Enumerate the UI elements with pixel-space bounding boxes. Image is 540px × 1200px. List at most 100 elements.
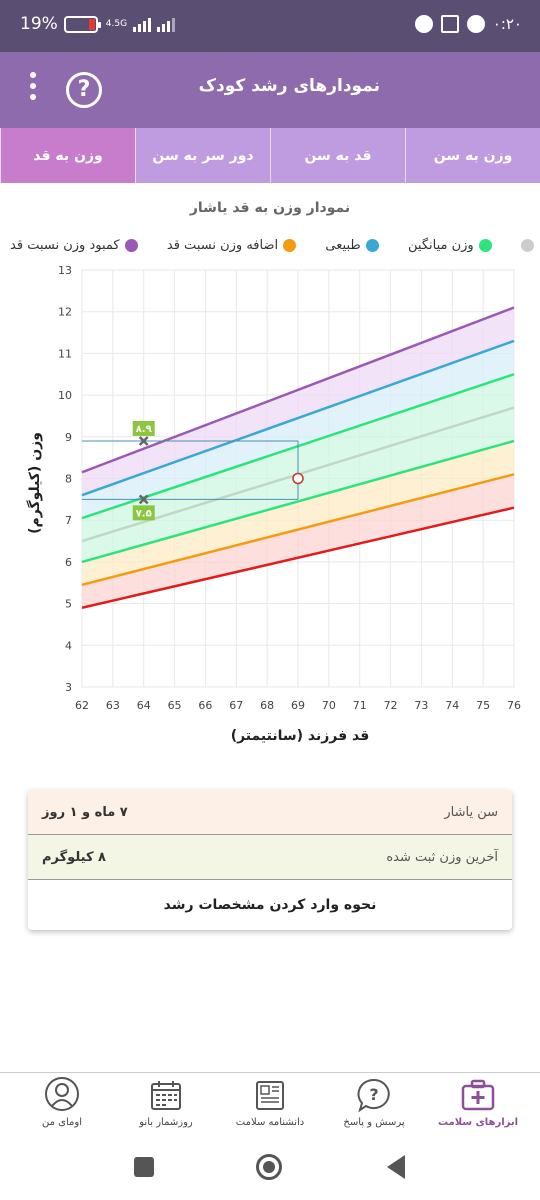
signal-icon xyxy=(133,16,152,32)
status-left: 19% 4.5G xyxy=(20,14,176,34)
x-tick-label: 75 xyxy=(476,699,490,712)
marker-label-box xyxy=(132,505,155,521)
x-tick-label: 65 xyxy=(168,699,182,712)
y-tick-label: 11 xyxy=(58,347,72,360)
health-tools-icon xyxy=(461,1079,495,1111)
nav-health-tools[interactable]: ابزارهای سلامت xyxy=(426,1073,530,1137)
y-tick-label: 12 xyxy=(58,306,72,319)
series-line xyxy=(81,306,515,474)
marker-label: ۷.۵ xyxy=(136,508,152,519)
tab-weight-age[interactable]: وزن به سن xyxy=(405,128,540,183)
tick-labels: 62 63 64 65 66 67 68 69 70 71 72 73 74 75 763456789101… xyxy=(58,264,521,712)
y-axis-title: وزن (کیلوگرم) xyxy=(27,432,43,534)
legend-label: اضافه وزن نسبت قد xyxy=(166,238,279,253)
y-tick-label: 8 xyxy=(65,473,72,486)
marker-x-icon xyxy=(138,494,149,505)
legend-average: وزن میانگین xyxy=(408,238,492,253)
legend-overweight: اضافه وزن نسبت قد xyxy=(166,238,297,253)
age-label: سن یاشار xyxy=(444,804,498,820)
x-tick-label: 74 xyxy=(445,699,459,712)
weight-row: آخرین وزن ثبت شده ۸ کیلوگرم xyxy=(28,835,512,880)
tab-weight-height[interactable]: وزن به قد xyxy=(0,128,135,183)
network-type: 4.5G xyxy=(105,18,128,29)
x-tick-label: 71 xyxy=(353,699,367,712)
nav-label: دانشنامه سلامت xyxy=(235,1117,305,1128)
back-button[interactable] xyxy=(387,1155,405,1179)
x-tick-label: 67 xyxy=(229,699,243,712)
chart-title: نمودار وزن به قد یاشار xyxy=(189,200,351,216)
y-tick-label: 9 xyxy=(65,431,72,444)
legend-dot-icon xyxy=(365,239,379,252)
y-axis-title-wrap: وزن (کیلوگرم) xyxy=(20,430,43,540)
x-tick-label: 76 xyxy=(507,699,521,712)
nav-label: پرسش و پاسخ xyxy=(343,1117,405,1128)
reference-lines xyxy=(82,440,299,500)
x-tick-label: 70 xyxy=(322,699,336,712)
legend-label: کمبود وزن نسبت قد xyxy=(10,238,120,253)
growth-info-link[interactable]: نحوه وارد کردن مشخصات رشد xyxy=(163,897,377,913)
legend-label: وزن میانگین xyxy=(408,238,474,253)
age-row: سن یاشار ۷ ماه و ۱ روز xyxy=(28,790,512,835)
y-tick-label: 5 xyxy=(65,598,72,611)
system-nav-bar xyxy=(0,1137,540,1200)
encyclopedia-icon xyxy=(256,1081,284,1110)
bottom-nav: ابزارهای سلامت ? پرسش و پاسخ دانشنامه سل… xyxy=(0,1072,540,1137)
battery-icon xyxy=(63,15,101,33)
x-tick-label: 73 xyxy=(414,699,428,712)
chart-band xyxy=(82,440,514,585)
x-tick-label: 62 xyxy=(75,699,89,712)
legend-dot-icon xyxy=(478,239,492,252)
measured-point xyxy=(292,472,304,485)
legend-normal: طبیعی xyxy=(325,238,379,253)
legend-dot-icon xyxy=(124,239,138,252)
info-card: سن یاشار ۷ ماه و ۱ روز آخرین وزن ثبت شده… xyxy=(28,790,512,930)
y-tick-label: 10 xyxy=(58,389,72,402)
home-button[interactable] xyxy=(256,1154,282,1180)
status-right: ۰:۲۰ xyxy=(414,15,522,33)
nav-profile[interactable]: اومای من xyxy=(10,1073,114,1137)
more-menu-icon[interactable] xyxy=(26,72,40,108)
growth-chart: 62 63 64 65 66 67 68 69 70 71 72 73 74 75 763456789101… xyxy=(58,264,521,712)
x-tick-label: 64 xyxy=(137,699,151,712)
chart-tabs: وزن به سن قد به سن دور سر به سن وزن به ق… xyxy=(0,128,540,183)
nav-label: ابزارهای سلامت xyxy=(437,1117,519,1128)
status-bar: 19% 4.5G ۰:۲۰ xyxy=(0,0,540,52)
series-line xyxy=(81,339,515,497)
signal-icon-2 xyxy=(157,16,176,32)
y-tick-label: 7 xyxy=(65,514,72,527)
x-axis-title: قد فرزند (سانتیمتر) xyxy=(230,728,370,744)
nav-qa[interactable]: ? پرسش و پاسخ xyxy=(322,1073,426,1137)
y-tick-label: 3 xyxy=(65,681,72,694)
recents-button[interactable] xyxy=(134,1157,154,1177)
marker-label-box xyxy=(132,420,155,436)
legend-gray xyxy=(521,238,534,253)
markers: ۸.۹ ۷.۵ xyxy=(132,420,304,521)
y-tick-label: 13 xyxy=(58,264,72,277)
chart-band xyxy=(82,474,514,608)
chart-legend: کمبود وزن نسبت قد اضافه وزن نسبت قد طبیع… xyxy=(10,238,534,253)
nav-label: روزشمار بانو xyxy=(139,1117,193,1128)
series-line xyxy=(81,506,515,609)
weight-value: ۸ کیلوگرم xyxy=(42,849,106,865)
tab-head-age[interactable]: دور سر به سن xyxy=(135,128,270,183)
series-line xyxy=(81,439,515,564)
app-notification-icon xyxy=(466,15,485,33)
nav-encyclopedia[interactable]: دانشنامه سلامت xyxy=(218,1073,322,1137)
tab-height-age[interactable]: قد به سن xyxy=(270,128,405,183)
question-icon: ? xyxy=(357,1078,390,1113)
age-value: ۷ ماه و ۱ روز xyxy=(42,804,128,820)
marker-label: ۸.۹ xyxy=(136,424,152,435)
legend-dot-icon xyxy=(521,239,534,252)
marker-x-icon xyxy=(138,436,149,446)
legend-label: طبیعی xyxy=(325,238,361,253)
x-tick-label: 72 xyxy=(384,699,398,712)
nav-calendar[interactable]: روزشمار بانو xyxy=(114,1073,218,1137)
status-time: ۰:۲۰ xyxy=(492,15,522,33)
x-tick-label: 66 xyxy=(198,699,212,712)
weight-label: آخرین وزن ثبت شده xyxy=(386,849,498,865)
x-tick-label: 68 xyxy=(260,699,274,712)
whatsapp-icon xyxy=(414,15,433,33)
help-button[interactable]: ? xyxy=(66,72,102,108)
series-line xyxy=(81,473,515,587)
